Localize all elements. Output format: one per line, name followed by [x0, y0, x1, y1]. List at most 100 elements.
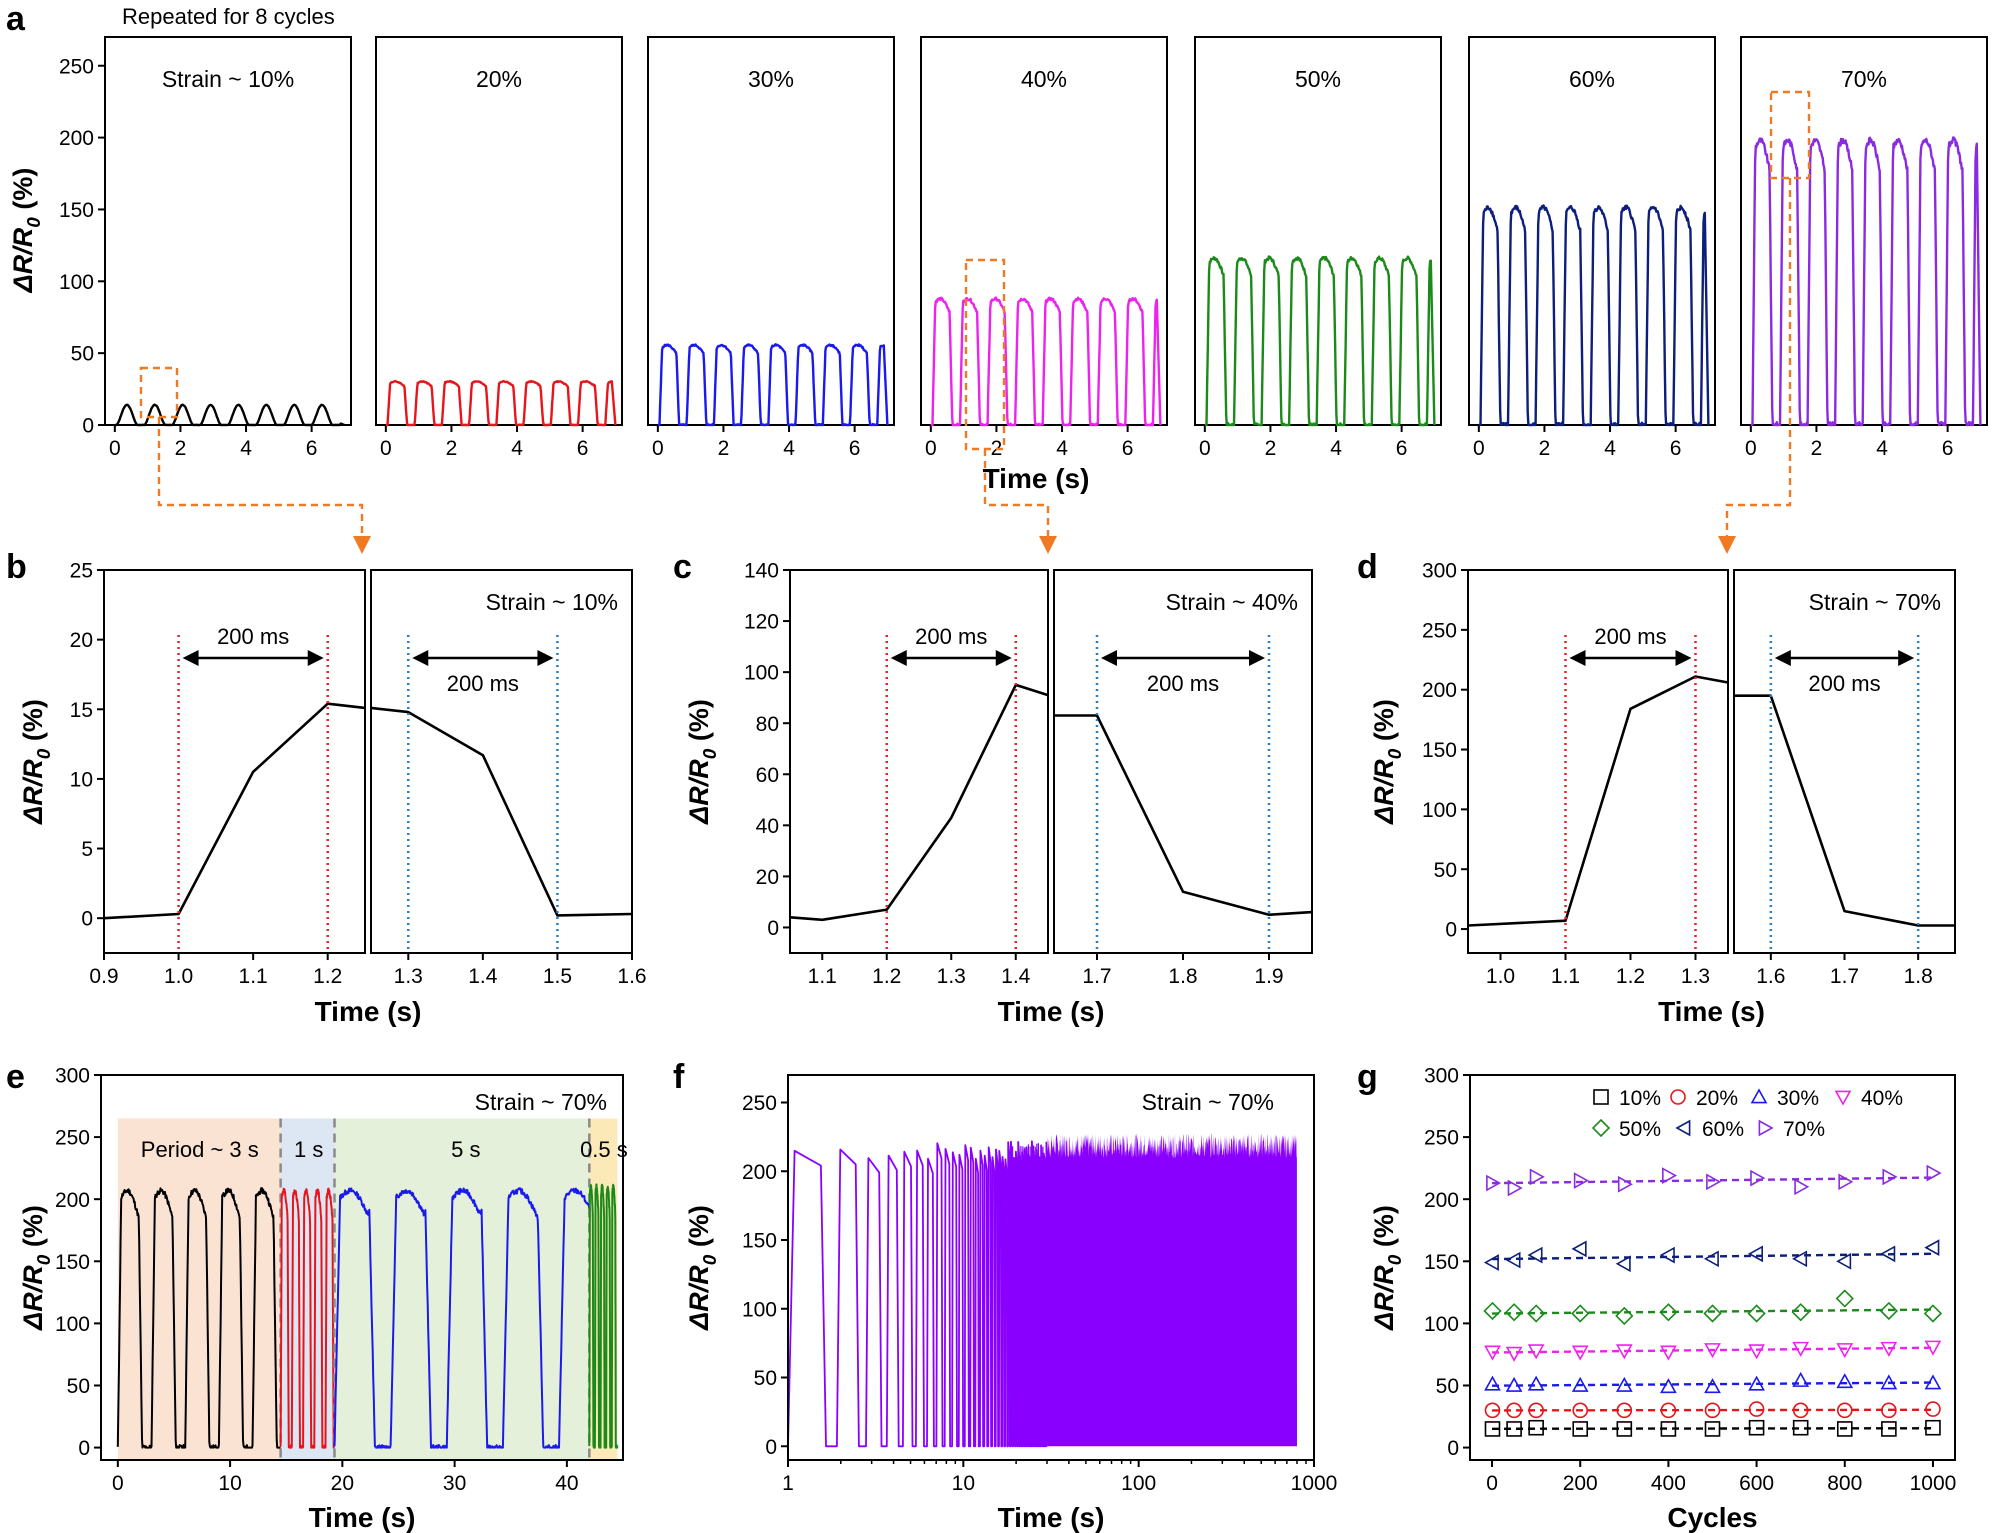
panel-g-x-tick-label: 0 — [1486, 1472, 1498, 1495]
panel-d-fall-interval: 200 ms — [1808, 671, 1880, 696]
panel-a-x-4-tick-label: 6 — [1122, 437, 1134, 460]
panel-g-point-1 — [1792, 1419, 1809, 1436]
panel-g-point-3 — [1792, 1371, 1810, 1387]
panel-f-y-tick-label: 50 — [754, 1367, 777, 1390]
panel-g-point-1 — [1881, 1421, 1897, 1437]
panel-d-x-right-tick-label: 1.6 — [1756, 965, 1785, 988]
panel-b-y-tick-label: 10 — [70, 768, 93, 791]
panel-g-point-7 — [1926, 1164, 1942, 1182]
panel-a-x-4-tick-label: 0 — [925, 437, 937, 460]
panel-g-point-4 — [1527, 1344, 1545, 1360]
panel-g-point-4 — [1571, 1345, 1589, 1361]
panel-c-y-tick-label: 120 — [744, 611, 779, 634]
panel-f-x-tick-label: 1 — [782, 1472, 794, 1495]
panel-b-rise-interval: 200 ms — [217, 624, 289, 649]
panel-g-point-6 — [1880, 1245, 1896, 1263]
panel-g-point-5 — [1791, 1303, 1810, 1322]
panel-g-point-7 — [1507, 1179, 1523, 1197]
panel-b-fall-interval: 200 ms — [447, 671, 519, 696]
panel-g-fit-line-5 — [1492, 1308, 1933, 1315]
panel-g-point-7 — [1662, 1167, 1678, 1184]
panel-g-point-3 — [1571, 1376, 1589, 1392]
panel-a-x-2-tick-label: 4 — [511, 437, 523, 460]
panel-g-point-1 — [1616, 1421, 1633, 1437]
panel-g-point-4 — [1836, 1343, 1854, 1359]
panel-a-x-5-tick-label: 6 — [1396, 437, 1408, 460]
panel-a-frame-3 — [647, 36, 895, 426]
panel-d-right-frame — [1733, 569, 1956, 954]
panel-e-annotation: Strain ~ 70% — [475, 1089, 607, 1115]
panel-e-y-tick-label: 250 — [55, 1127, 90, 1150]
panel-a-x-1-tick-label: 0 — [109, 437, 121, 460]
panel-b-rise-arrow-head-left — [182, 650, 199, 666]
panel-d-left-frame — [1467, 569, 1729, 954]
panel-d-y-tick-label: 100 — [1422, 799, 1457, 822]
panel-c-annotation: Strain ~ 40% — [1166, 589, 1298, 615]
panel-a-x-1-tick-label: 6 — [306, 437, 318, 460]
panel-g-y-tick-label: 50 — [1436, 1375, 1459, 1398]
panel-g-point-6 — [1659, 1246, 1675, 1264]
panel-b-x-right-tick-label: 1.6 — [617, 965, 646, 988]
panel-a-x-6-tick-label: 2 — [1539, 437, 1551, 460]
panel-g-point-4 — [1924, 1340, 1942, 1356]
panel-g-point-4 — [1615, 1344, 1633, 1360]
panel-e-trace-3 — [333, 1187, 591, 1449]
panel-label-e: e — [6, 1058, 25, 1096]
panel-c-fall-arrow-head-left — [1101, 650, 1117, 666]
panel-f-y-tick-label: 200 — [742, 1161, 777, 1184]
zoom-callout-arrows — [139, 90, 1811, 554]
panel-d-fall-arrow-head-right — [1898, 650, 1915, 666]
panel-d-y-tick-label: 200 — [1422, 679, 1457, 702]
panel-g-point-3 — [1615, 1376, 1633, 1392]
panel-c-y-tick-label: 140 — [744, 560, 779, 583]
panel-c-x-right-tick-label: 1.9 — [1254, 965, 1283, 988]
panel-c-rise-interval: 200 ms — [915, 624, 987, 649]
panel-d-rise-interval: 200 ms — [1594, 624, 1666, 649]
panel-b-fall-arrow-head-right — [537, 650, 554, 666]
panel-b-y-tick-label: 15 — [70, 699, 93, 722]
panel-g-x-tick-label: 600 — [1739, 1472, 1774, 1495]
panel-c-x-right-tick-label: 1.8 — [1168, 965, 1197, 988]
panel-g-fit-line-1 — [1492, 1427, 1933, 1430]
panel-a-strain-label: 30% — [748, 66, 794, 92]
panel-g-point-2 — [1572, 1402, 1589, 1419]
panel-a-x-7-tick-label: 2 — [1811, 437, 1823, 460]
panel-c-rise-arrow-head-right — [995, 650, 1012, 666]
panel-e-y-label: ΔR/R0 (%) — [18, 1205, 55, 1331]
panel-f-y-tick-label: 150 — [742, 1230, 777, 1253]
panel-g-y-tick-label: 0 — [1447, 1437, 1459, 1460]
panel-b-x-left-tick-label: 1.1 — [239, 965, 268, 988]
panel-g-point-7 — [1750, 1169, 1766, 1187]
panel-g-point-2 — [1506, 1402, 1522, 1419]
panel-a-x-6-tick-label: 6 — [1670, 437, 1682, 460]
panel-g-point-3 — [1527, 1375, 1545, 1391]
panel-a-x-2-tick-label: 2 — [446, 437, 458, 460]
panel-a-trace-4 — [930, 296, 1162, 427]
panel-a-x-5-tick-label: 2 — [1265, 437, 1277, 460]
zoom-callout-arrowhead-1 — [353, 536, 371, 554]
panel-label-d: d — [1357, 548, 1378, 586]
panel-g-fit-line-3 — [1492, 1381, 1933, 1387]
panel-g-point-3 — [1880, 1374, 1898, 1390]
panel-g-point-2 — [1748, 1401, 1765, 1417]
panel-g-point-3 — [1484, 1375, 1501, 1391]
panel-g-legend-marker — [1593, 1089, 1609, 1105]
panel-d-x-right-tick-label: 1.7 — [1830, 965, 1859, 988]
panel-a-y-tick-label: 250 — [59, 55, 94, 78]
panel-a-frame-7 — [1740, 36, 1988, 426]
panel-c-y-tick-label: 40 — [756, 815, 779, 838]
panel-d-y-tick-label: 300 — [1422, 560, 1457, 583]
panel-g-legend-marker — [1670, 1089, 1686, 1105]
panel-b-x-right-tick-label: 1.5 — [543, 965, 572, 988]
panel-e-x-tick-label: 20 — [331, 1472, 354, 1495]
panel-a-frame-4 — [920, 36, 1168, 426]
panel-f-y-tick-label: 100 — [742, 1298, 777, 1321]
panel-d-x-label: Time (s) — [1658, 996, 1765, 1027]
panel-g-cycle-stability: 10% 20% 30% 40% 50% 60% 70% 0 50 100 150 200 250 300 0… — [1369, 1065, 1956, 1533]
panel-e-trace-2 — [279, 1187, 336, 1449]
panel-e-period-label: 5 s — [451, 1137, 480, 1162]
panel-a-trace-1 — [114, 403, 345, 427]
panel-g-x-tick-label: 400 — [1651, 1472, 1686, 1495]
panel-a-trace-2 — [385, 379, 617, 427]
